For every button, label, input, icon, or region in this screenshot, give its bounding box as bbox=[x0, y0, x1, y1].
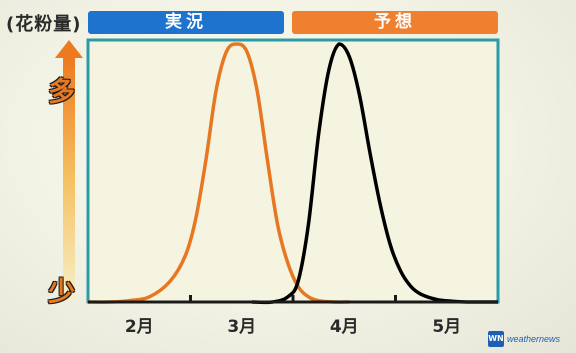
forecast-series-line bbox=[251, 42, 499, 305]
x-tick-label: 4月 bbox=[330, 317, 359, 337]
x-tick-label: 3月 bbox=[227, 317, 256, 337]
x-tick-label: 5月 bbox=[432, 317, 461, 337]
y-level-high: 多 bbox=[48, 77, 75, 108]
y-axis-arrow bbox=[55, 40, 83, 300]
pollen-amount-title: (花粉量) bbox=[6, 14, 82, 35]
actual-header: 実況 bbox=[88, 11, 284, 34]
actual-series-line bbox=[87, 42, 350, 304]
logo-text: weathernews bbox=[507, 334, 561, 344]
forecast-header: 予想 bbox=[292, 11, 498, 34]
logo-mark: WN bbox=[488, 331, 504, 347]
weathernews-logo: WN weathernews bbox=[488, 330, 560, 348]
plot-frame bbox=[86, 38, 500, 304]
x-tick-label: 2月 bbox=[125, 317, 154, 337]
x-axis-ticks: 2月 3月 4月 5月 bbox=[125, 295, 461, 337]
series-layer bbox=[87, 42, 499, 305]
y-level-low: 少 bbox=[48, 277, 75, 308]
